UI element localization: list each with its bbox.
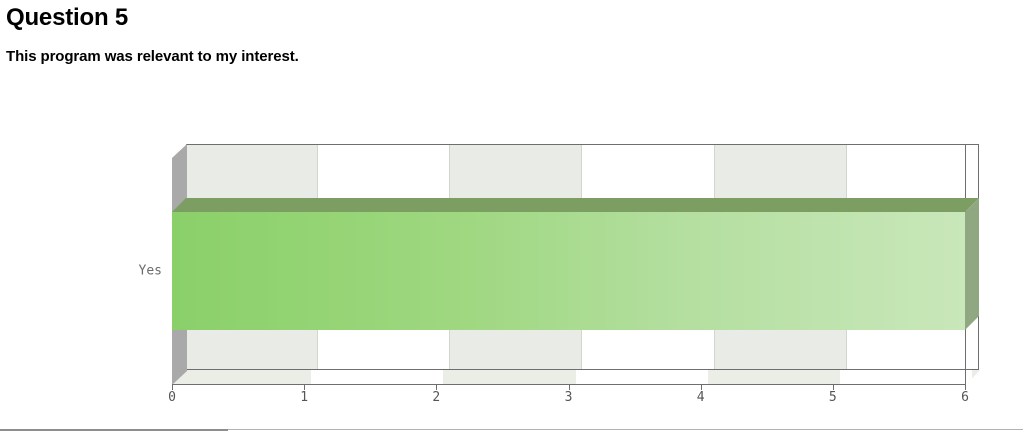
x-tick-label: 6 — [961, 390, 969, 405]
x-tick — [436, 385, 438, 390]
footer-divider — [0, 429, 1023, 430]
x-tick — [568, 385, 570, 390]
footer-divider-accent — [0, 429, 228, 431]
question-text: This program was relevant to my interest… — [6, 48, 299, 65]
x-tick — [304, 385, 306, 390]
x-tick — [700, 385, 702, 390]
x-tick — [172, 385, 173, 390]
bar-chart: 0 1 2 3 4 5 6 Yes — [138, 144, 980, 405]
bar-side-face — [965, 198, 979, 330]
x-tick — [832, 385, 834, 390]
category-label: Yes — [138, 263, 162, 279]
bar[interactable] — [172, 212, 965, 330]
x-tick-label: 2 — [432, 390, 441, 405]
floor-band — [575, 370, 708, 385]
floor-band — [311, 370, 444, 385]
chart-floor — [172, 370, 980, 385]
x-axis-line — [172, 384, 966, 385]
x-tick — [965, 385, 966, 390]
x-tick-label: 3 — [564, 390, 573, 405]
x-tick-label: 1 — [300, 390, 309, 405]
x-tick-label: 0 — [168, 390, 176, 405]
page-title: Question 5 — [6, 4, 129, 31]
floor-band — [839, 370, 972, 385]
x-tick-label: 4 — [696, 390, 705, 405]
x-tick-label: 5 — [828, 390, 837, 405]
bar-top-face — [172, 198, 979, 212]
